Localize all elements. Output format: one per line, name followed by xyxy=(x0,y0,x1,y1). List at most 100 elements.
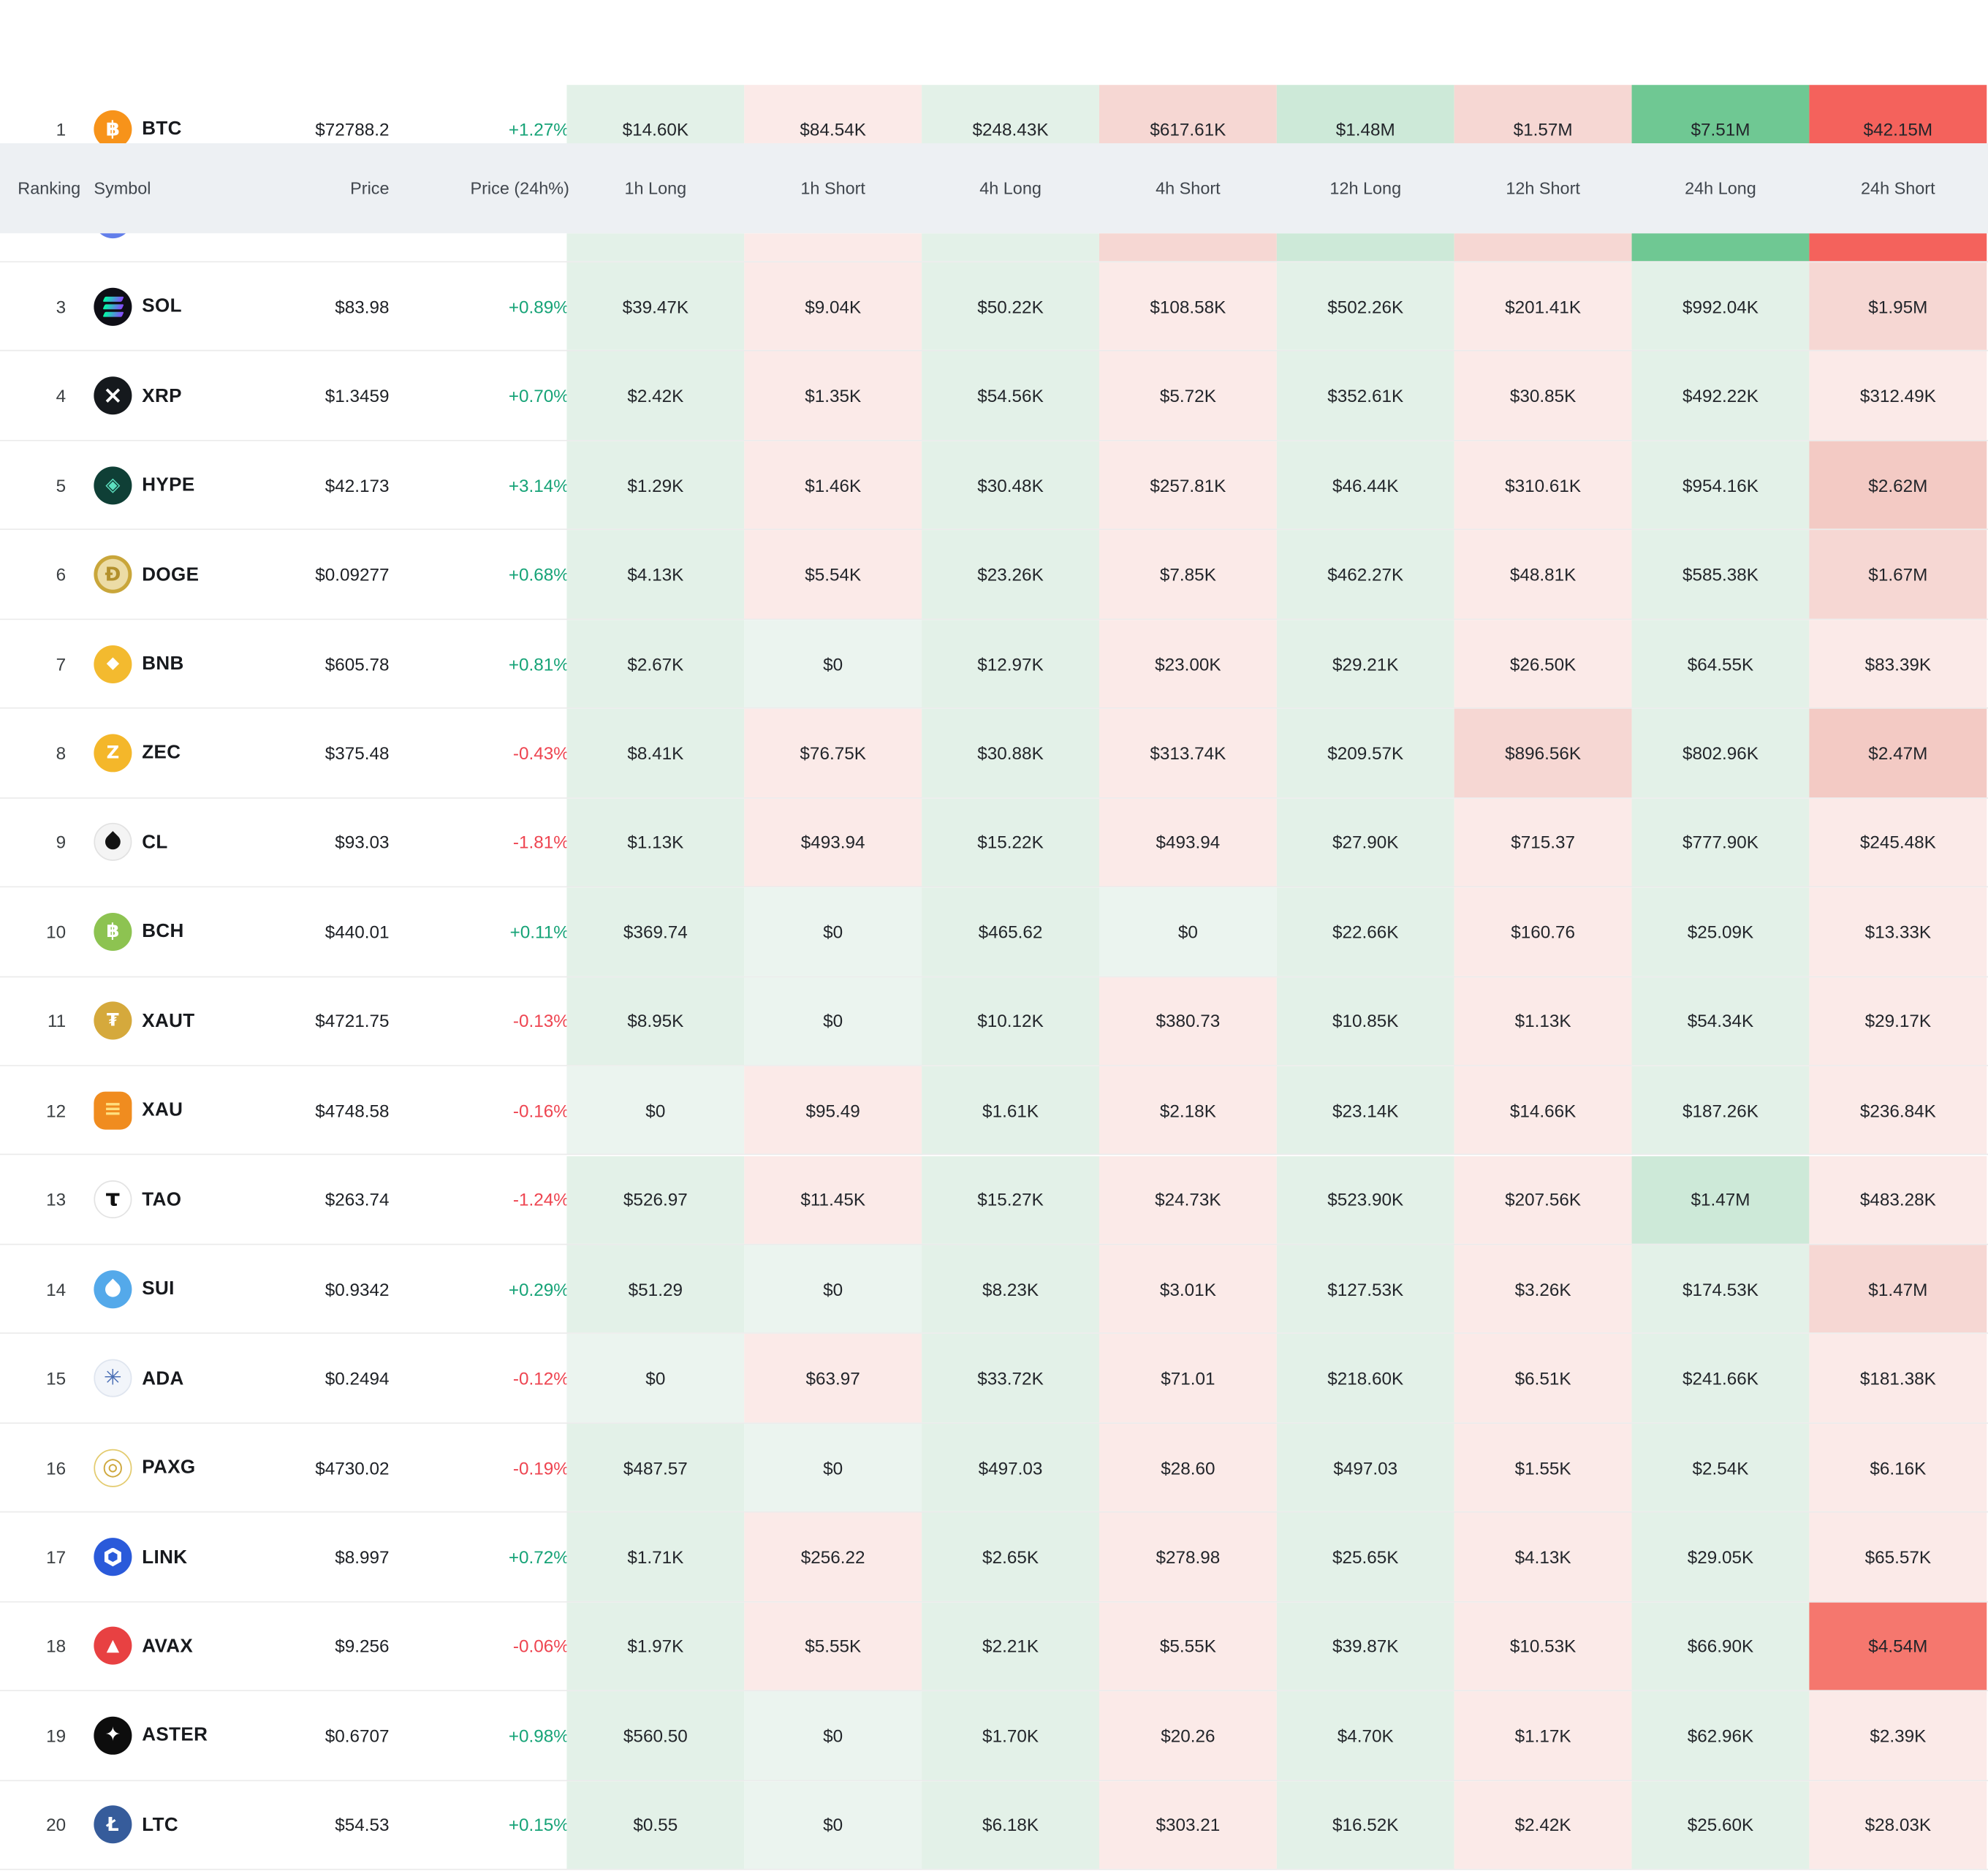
price-change-24h: +1.27% xyxy=(508,118,569,140)
cell-4h-short: $71.01 xyxy=(1099,1334,1277,1423)
cell-12h-long: $10.85K xyxy=(1276,976,1454,1066)
price-change-24h: +0.81% xyxy=(508,653,569,675)
table-row-cl[interactable]: 9 CL $93.03 -1.81% $1.13K $493.94 $15.22K $493.… xyxy=(0,798,1988,888)
cell-1h-long: $39.47K xyxy=(566,262,745,351)
column-header-1h-long[interactable]: 1h Long xyxy=(624,178,687,198)
liquidation-cells: $8.41K $76.75K $30.88K $313.74K $209.57K $896… xyxy=(566,709,1987,797)
cell-1h-short: $0 xyxy=(744,976,922,1066)
rank-number: 16 xyxy=(46,1457,67,1478)
sol-icon xyxy=(94,287,132,326)
cell-1h-short: $11.45K xyxy=(744,1155,922,1244)
cell-12h-long: $218.60K xyxy=(1276,1334,1454,1423)
column-header-price-24h[interactable]: Price (24h%) xyxy=(470,178,569,198)
price-value: $0.09277 xyxy=(315,564,390,585)
cell-24h-long: $25.60K xyxy=(1631,1780,1810,1870)
column-header-ranking[interactable]: Ranking xyxy=(18,178,81,198)
table-row-zec[interactable]: 8 Z ZEC $375.48 -0.43% $8.41K $76.75K $30.88K $3… xyxy=(0,709,1988,799)
table-row-xau[interactable]: 12 ≡ XAU $4748.58 -0.16% $0 $95.49 $1.61K $2.18K… xyxy=(0,1066,1988,1156)
column-header-12h-short[interactable]: 12h Short xyxy=(1506,178,1580,198)
cell-12h-short: $207.56K xyxy=(1454,1155,1632,1244)
liquidation-cells: $0 $63.97 $33.72K $71.01 $218.60K $6.51K $241.… xyxy=(566,1334,1987,1423)
symbol-label: SUI xyxy=(142,1278,175,1300)
symbol-label: XAU xyxy=(142,1099,183,1121)
cell-24h-long: $54.34K xyxy=(1631,976,1810,1066)
table-row-bnb[interactable]: 7 ◆ BNB $605.78 +0.81% $2.67K $0 $12.97K $23.00K… xyxy=(0,619,1988,710)
cell-4h-short: $20.26 xyxy=(1099,1691,1277,1780)
cell-4h-long: $30.88K xyxy=(922,709,1099,797)
column-header-12h-long[interactable]: 12h Long xyxy=(1329,178,1402,198)
cell-12h-long: $39.87K xyxy=(1276,1602,1454,1690)
partially-hidden-row xyxy=(0,233,1988,263)
column-header-1h-short[interactable]: 1h Short xyxy=(800,178,865,198)
cell-12h-short: $6.51K xyxy=(1454,1334,1632,1423)
price-value: $42.173 xyxy=(325,474,390,496)
price-value: $9.256 xyxy=(335,1636,390,1657)
table-row-sol[interactable]: 3 SOL $83.98 +0.89% $39.47K $9.04K $50.22K $108… xyxy=(0,262,1988,352)
table-row-ltc[interactable]: 20 Ł LTC $54.53 +0.15% $0.55 $0 $6.18K $303.21 $1… xyxy=(0,1780,1988,1870)
column-header-24h-short[interactable]: 24h Short xyxy=(1861,178,1935,198)
cell-1h-long: $526.97 xyxy=(566,1155,745,1244)
cell-12h-short: $14.66K xyxy=(1454,1066,1632,1155)
cell-1h-long: $1.71K xyxy=(566,1513,745,1601)
cell-24h-short: $83.39K xyxy=(1809,619,1987,708)
table-header-row: Ranking Symbol Price Price (24h%) 1h Long 1h … xyxy=(0,143,1988,234)
hidden-row-cell xyxy=(1276,233,1454,262)
table-row-xaut[interactable]: 11 ₮ XAUT $4721.75 -0.13% $8.95K $0 $10.12K $380… xyxy=(0,976,1988,1066)
price-value: $4730.02 xyxy=(315,1457,390,1478)
column-header-24h-long[interactable]: 24h Long xyxy=(1685,178,1756,198)
cell-24h-short: $1.95M xyxy=(1809,262,1987,351)
cell-12h-long: $209.57K xyxy=(1276,709,1454,797)
cell-4h-long: $33.72K xyxy=(922,1334,1099,1423)
cell-1h-short: $0 xyxy=(744,1423,922,1512)
price-change-24h: +0.70% xyxy=(508,385,569,406)
table-row-aster[interactable]: 19 ✦ ASTER $0.6707 +0.98% $560.50 $0 $1.70K $20.… xyxy=(0,1691,1988,1781)
price-change-24h: -0.16% xyxy=(512,1100,569,1121)
table-row-hype[interactable]: 5 ◈ HYPE $42.173 +3.14% $1.29K $1.46K $30.48K $2… xyxy=(0,441,1988,531)
price-value: $375.48 xyxy=(325,743,390,764)
liquidation-cells: $0 $95.49 $1.61K $2.18K $23.14K $14.66K $187.2… xyxy=(566,1066,1987,1155)
table-row-avax[interactable]: 18 ▲ AVAX $9.256 -0.06% $1.97K $5.55K $2.21K $5.… xyxy=(0,1602,1988,1692)
cell-4h-long: $54.56K xyxy=(922,352,1099,440)
table-row-bch[interactable]: 10 ฿ BCH $440.01 +0.11% $369.74 $0 $465.62 $0 $22… xyxy=(0,887,1988,977)
table-row-paxg[interactable]: 16 ◎ PAXG $4730.02 -0.19% $487.57 $0 $497.03 $28… xyxy=(0,1423,1988,1513)
cell-24h-short: $181.38K xyxy=(1809,1334,1987,1423)
rank-number: 3 xyxy=(56,296,67,317)
price-value: $83.98 xyxy=(335,296,390,317)
price-change-24h: +0.15% xyxy=(508,1814,569,1835)
column-header-symbol[interactable]: Symbol xyxy=(94,178,151,198)
cell-1h-short: $9.04K xyxy=(744,262,922,351)
cell-12h-long: $462.27K xyxy=(1276,530,1454,619)
cell-4h-short: $380.73 xyxy=(1099,976,1277,1066)
symbol-label: LINK xyxy=(142,1546,188,1568)
sui-icon xyxy=(94,1270,132,1308)
table-row-sui[interactable]: 14 SUI $0.9342 +0.29% $51.29 $0 $8.23K $3.01K $1… xyxy=(0,1245,1988,1335)
cell-12h-short: $30.85K xyxy=(1454,352,1632,440)
column-header-price[interactable]: Price xyxy=(350,178,390,198)
cell-1h-long: $1.13K xyxy=(566,798,745,887)
liquidation-cells: $0.55 $0 $6.18K $303.21 $16.52K $2.42K $25.60K… xyxy=(566,1780,1987,1870)
rank-number: 5 xyxy=(56,474,67,496)
table-row-tao[interactable]: 13 τ TAO $263.74 -1.24% $526.97 $11.45K $15.27K… xyxy=(0,1155,1988,1245)
cell-1h-short: $5.54K xyxy=(744,530,922,619)
price-change-24h: +0.29% xyxy=(508,1278,569,1299)
table-row-xrp[interactable]: 4 × XRP $1.3459 +0.70% $2.42K $1.35K $54.56K $5.… xyxy=(0,352,1988,441)
cell-12h-long: $16.52K xyxy=(1276,1780,1454,1870)
cell-1h-short: $0 xyxy=(744,1691,922,1780)
table-row-link[interactable]: 17 LINK $8.997 +0.72% $1.71K $256.22 $2.65K $27… xyxy=(0,1513,1988,1603)
cell-24h-short: $1.47M xyxy=(1809,1245,1987,1333)
cell-12h-short: $2.42K xyxy=(1454,1780,1632,1870)
column-header-4h-long[interactable]: 4h Long xyxy=(979,178,1042,198)
table-row-doge[interactable]: 6 Ð DOGE $0.09277 +0.68% $4.13K $5.54K $23.26K $… xyxy=(0,530,1988,620)
cell-4h-short: $24.73K xyxy=(1099,1155,1277,1244)
cell-1h-short: $76.75K xyxy=(744,709,922,797)
cell-1h-short: $0 xyxy=(744,619,922,708)
cell-24h-long: $25.09K xyxy=(1631,887,1810,976)
xrp-icon: × xyxy=(94,376,132,415)
table-row-ada[interactable]: 15 ✳ ADA $0.2494 -0.12% $0 $63.97 $33.72K $71.01… xyxy=(0,1334,1988,1424)
cell-24h-short: $28.03K xyxy=(1809,1780,1987,1870)
price-change-24h: -0.43% xyxy=(512,743,569,764)
cell-24h-long: $66.90K xyxy=(1631,1602,1810,1690)
column-header-4h-short[interactable]: 4h Short xyxy=(1156,178,1221,198)
cell-24h-long: $187.26K xyxy=(1631,1066,1810,1155)
liquidation-cells: $39.47K $9.04K $50.22K $108.58K $502.26K $201… xyxy=(566,262,1987,351)
